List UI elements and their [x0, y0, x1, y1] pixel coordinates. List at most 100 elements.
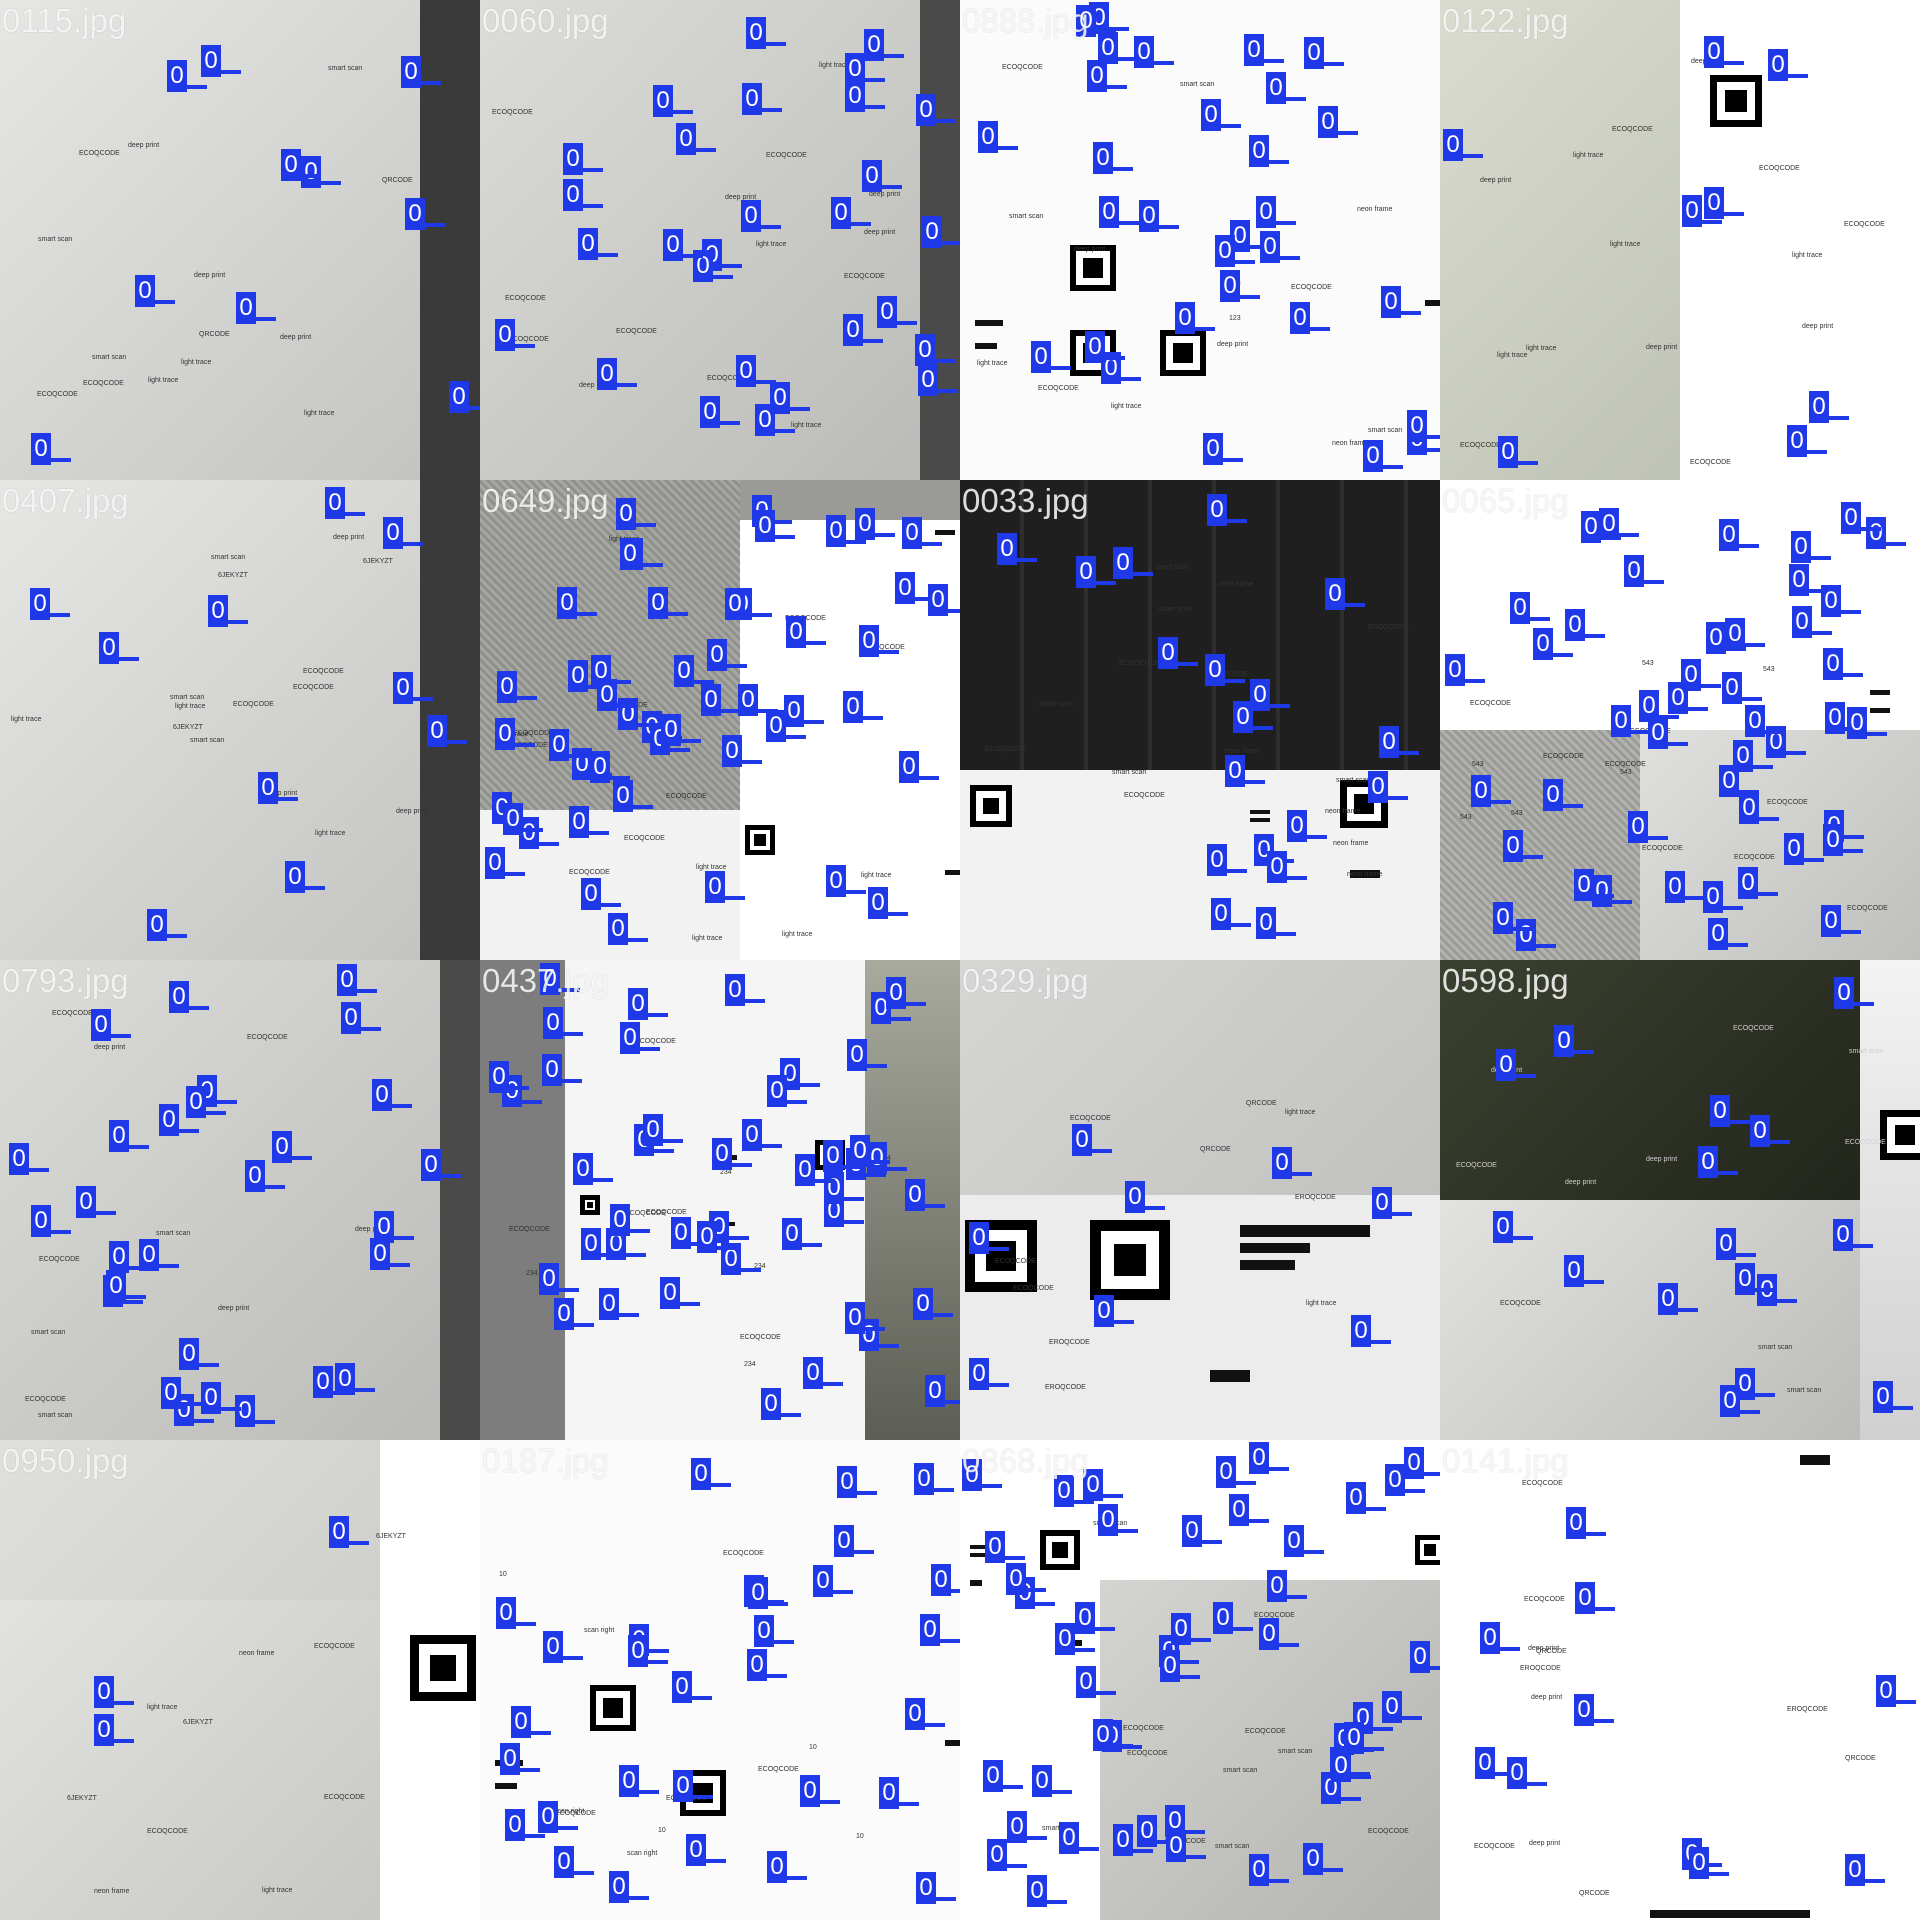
detection-box[interactable]: 0	[1716, 1228, 1756, 1260]
detection-box[interactable]: 0	[1784, 833, 1824, 865]
detection-box[interactable]: 0	[563, 143, 603, 175]
detection-box[interactable]: 0	[899, 751, 939, 783]
detection-box[interactable]: 0	[1076, 1666, 1116, 1698]
detection-box[interactable]: 0	[606, 1228, 646, 1260]
detection-box[interactable]: 0	[1211, 898, 1251, 930]
detection-box[interactable]: 0	[1379, 726, 1419, 758]
detection-box[interactable]: 0	[1624, 555, 1664, 587]
detection-box[interactable]: 0	[868, 887, 908, 919]
detection-box[interactable]: 0	[824, 1172, 864, 1204]
detection-box[interactable]: 0	[539, 1263, 579, 1295]
detection-box[interactable]: 0	[747, 1649, 787, 1681]
detection-box[interactable]: 0	[782, 1218, 822, 1250]
detection-box[interactable]: 0	[643, 1114, 683, 1146]
detection-box[interactable]: 0	[557, 587, 597, 619]
detection-box[interactable]: 0	[1792, 606, 1832, 638]
detection-box[interactable]: 0	[850, 1135, 890, 1167]
detection-box[interactable]: 0	[915, 334, 955, 366]
detection-box[interactable]: 0	[167, 60, 207, 92]
detection-box[interactable]: 0	[1496, 1049, 1536, 1081]
detection-box[interactable]: 0	[686, 1834, 726, 1866]
detection-box[interactable]: 0	[928, 584, 960, 616]
detection-box[interactable]: 0	[1708, 918, 1748, 950]
detection-box[interactable]: 0	[823, 1140, 863, 1172]
detection-box[interactable]: 0	[1055, 1623, 1095, 1655]
detection-box[interactable]: 0	[489, 1061, 529, 1093]
detection-box[interactable]: 0	[1543, 779, 1583, 811]
detection-box[interactable]: 0	[1766, 726, 1806, 758]
detection-box[interactable]: 0	[1256, 907, 1296, 939]
detection-box[interactable]: 0	[741, 200, 781, 232]
detection-box[interactable]: 0	[1658, 1283, 1698, 1315]
detection-box[interactable]: 0	[1175, 302, 1215, 334]
detection-box[interactable]: 0	[1125, 1181, 1165, 1213]
detection-box[interactable]: 0	[91, 1009, 131, 1041]
detection-box[interactable]: 0	[1698, 1146, 1738, 1178]
detection-box[interactable]: 0	[620, 1022, 660, 1054]
detection-box[interactable]: 0	[30, 588, 70, 620]
detection-box[interactable]: 0	[1787, 425, 1827, 457]
detection-box[interactable]: 0	[786, 616, 826, 648]
detection-box[interactable]: 0	[1735, 1368, 1775, 1400]
detection-box[interactable]: 0	[613, 780, 653, 812]
detection-box[interactable]: 0	[427, 715, 467, 747]
detection-box[interactable]: 0	[1592, 875, 1632, 907]
detection-box[interactable]: 0	[341, 1002, 381, 1034]
detection-box[interactable]: 0	[313, 1366, 353, 1398]
detection-box[interactable]: 0	[1093, 1719, 1133, 1751]
detection-box[interactable]: 0	[1201, 99, 1241, 131]
detection-box[interactable]: 0	[542, 1054, 582, 1086]
detection-box[interactable]: 0	[94, 1676, 134, 1708]
detection-box[interactable]: 0	[800, 1775, 840, 1807]
detection-box[interactable]: 0	[109, 1241, 149, 1273]
detection-box[interactable]: 0	[754, 1615, 794, 1647]
image-tile[interactable]: ECOQCODE neon frame smart scan ECOQCODE neon…	[960, 480, 1440, 960]
detection-box[interactable]: 0	[1648, 717, 1688, 749]
detection-box[interactable]: 0	[372, 1079, 412, 1111]
detection-box[interactable]: 0	[1722, 672, 1762, 704]
detection-box[interactable]: 0	[978, 121, 1018, 153]
detection-box[interactable]: 0	[500, 1743, 540, 1775]
detection-box[interactable]: 0	[859, 625, 899, 657]
detection-box[interactable]: 0	[620, 538, 660, 570]
detection-box[interactable]: 0	[503, 803, 543, 835]
detection-box[interactable]: 0	[1137, 1815, 1177, 1847]
detection-box[interactable]: 0	[1471, 775, 1511, 807]
image-tile[interactable]: EROQCODE ECOQCODE QRCODE light trace EROQCOD…	[960, 960, 1440, 1440]
detection-box[interactable]: 0	[496, 1597, 536, 1629]
detection-box[interactable]: 0	[843, 314, 883, 346]
detection-box[interactable]: 0	[1284, 1525, 1324, 1557]
detection-box[interactable]: 0	[653, 85, 693, 117]
detection-box[interactable]: 0	[1725, 618, 1765, 650]
detection-box[interactable]: 0	[1032, 1765, 1072, 1797]
detection-box[interactable]: 0	[1866, 517, 1906, 549]
detection-box[interactable]: 0	[1099, 196, 1139, 228]
detection-box[interactable]: 0	[725, 974, 765, 1006]
detection-box[interactable]: 0	[1207, 494, 1247, 526]
detection-box[interactable]: 0	[139, 1239, 179, 1271]
detection-box[interactable]: 0	[879, 1777, 919, 1809]
detection-box[interactable]: 0	[916, 1872, 956, 1904]
detection-box[interactable]: 0	[671, 1217, 711, 1249]
detection-box[interactable]: 0	[1682, 195, 1722, 227]
detection-box[interactable]: 0	[1134, 36, 1174, 68]
detection-box[interactable]: 0	[608, 913, 648, 945]
detection-box[interactable]: 0	[519, 817, 559, 849]
detection-box[interactable]: 0	[1207, 844, 1247, 876]
detection-box[interactable]: 0	[1182, 1515, 1222, 1547]
detection-box[interactable]: 0	[1704, 187, 1744, 219]
detection-box[interactable]: 0	[1303, 1843, 1343, 1875]
detection-box[interactable]: 0	[554, 1846, 594, 1878]
detection-box[interactable]: 0	[405, 198, 445, 230]
detection-box[interactable]: 0	[1031, 341, 1071, 373]
detection-box[interactable]: 0	[563, 179, 603, 211]
image-tile[interactable]: ECOQCODE 6JEKYZT light trace neon frame ECOQ…	[0, 1440, 480, 1920]
detection-box[interactable]: 0	[705, 871, 745, 903]
detection-box[interactable]: 0	[609, 1871, 649, 1903]
detection-box[interactable]: 0	[628, 988, 668, 1020]
detection-box[interactable]: 0	[831, 197, 871, 229]
detection-box[interactable]: 0	[1719, 519, 1759, 551]
detection-box[interactable]: 0	[1267, 851, 1307, 883]
detection-box[interactable]: 0	[1628, 811, 1668, 843]
detection-box[interactable]: 0	[1215, 235, 1255, 267]
